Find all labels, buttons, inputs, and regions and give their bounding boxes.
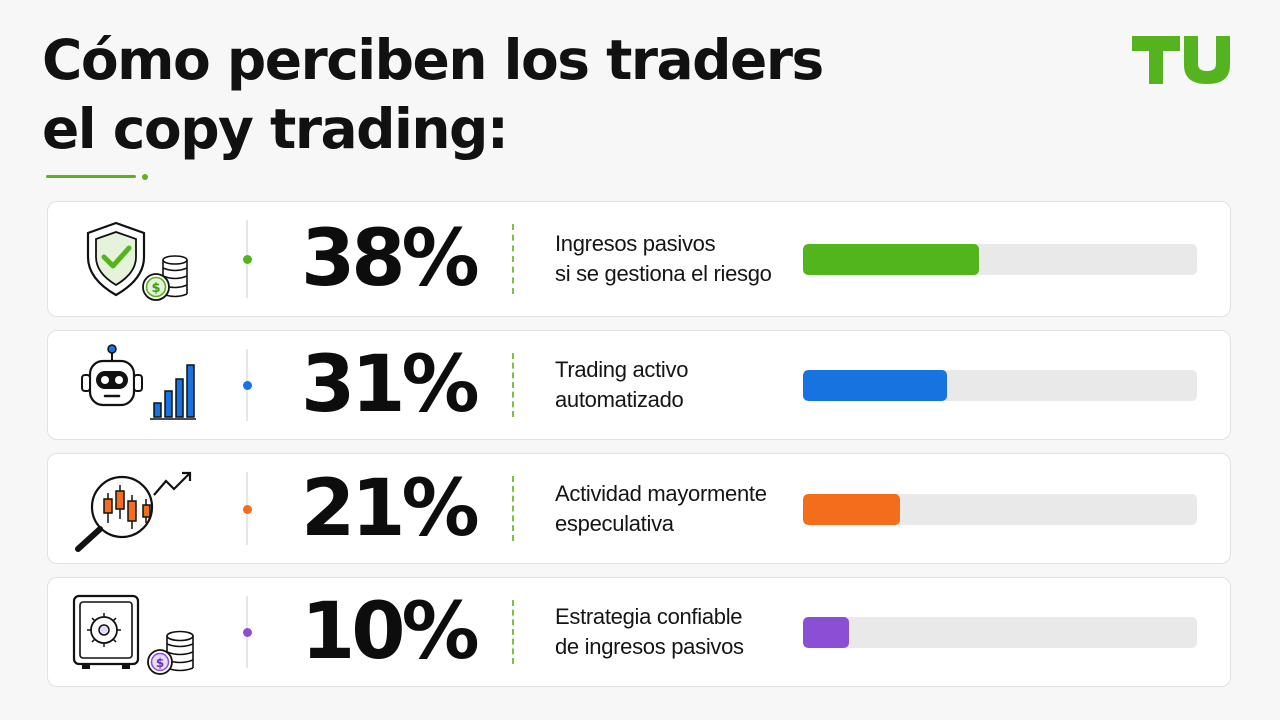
safe-coins-icon: $ (72, 594, 194, 675)
stat-row: $ 10% Estrategia confiable de ingresos p… (47, 577, 1231, 687)
svg-text:$: $ (151, 281, 160, 296)
bar-track (803, 493, 1197, 525)
bar-track (803, 617, 1197, 648)
title-underline-dot (142, 174, 148, 180)
title-line-2: el copy trading: (42, 97, 509, 161)
row-label-line: Estrategia confiable (555, 604, 743, 629)
dashed-divider (512, 476, 514, 541)
bar-fill (803, 617, 850, 648)
tu-logo (1132, 36, 1230, 84)
row-label-line: automatizado (555, 387, 684, 412)
bar-fill (803, 244, 980, 275)
dashed-divider (512, 224, 514, 294)
stat-row: $ 38% Ingresos pasivos si se gestiona el… (47, 201, 1231, 317)
row-label-line: si se gestiona el riesgo (555, 261, 772, 286)
percentage-value: 31% (301, 340, 480, 430)
row-label: Estrategia confiable de ingresos pasivos (555, 602, 805, 662)
svg-text:$: $ (156, 656, 164, 670)
row-label-line: Actividad mayormente (555, 480, 767, 506)
page-title: Cómo perciben los traders el copy tradin… (42, 26, 942, 164)
percentage-value: 21% (301, 463, 480, 554)
percentage-value: 10% (301, 587, 480, 677)
title-underline (46, 175, 136, 178)
series-dot (243, 628, 252, 637)
series-dot (243, 381, 252, 390)
series-dot (243, 504, 252, 514)
bar-fill (803, 370, 947, 401)
shield-check-coins-icon: $ (86, 221, 188, 301)
robot-bar-chart-icon (81, 344, 196, 420)
magnifier-candlestick-icon (75, 471, 192, 552)
row-label-line: de ingresos pasivos (555, 634, 744, 659)
row-label-line: especulativa (555, 510, 674, 536)
stat-row: 31% Trading activo automatizado (47, 330, 1231, 440)
series-dot (243, 255, 252, 264)
row-label: Ingresos pasivos si se gestiona el riesg… (555, 229, 805, 289)
percentage-value: 38% (301, 214, 480, 304)
row-label-line: Ingresos pasivos (555, 231, 716, 256)
bar-track (803, 370, 1197, 401)
bar-fill (803, 493, 901, 525)
title-line-1: Cómo perciben los traders (42, 28, 824, 92)
row-label: Trading activo automatizado (555, 355, 805, 415)
stat-row: 21% Actividad mayormente especulativa (47, 453, 1231, 564)
bar-track (803, 244, 1197, 275)
dashed-divider (512, 353, 514, 417)
row-label-line: Trading activo (555, 357, 689, 382)
row-label: Actividad mayormente especulativa (555, 479, 805, 539)
dashed-divider (512, 600, 514, 664)
